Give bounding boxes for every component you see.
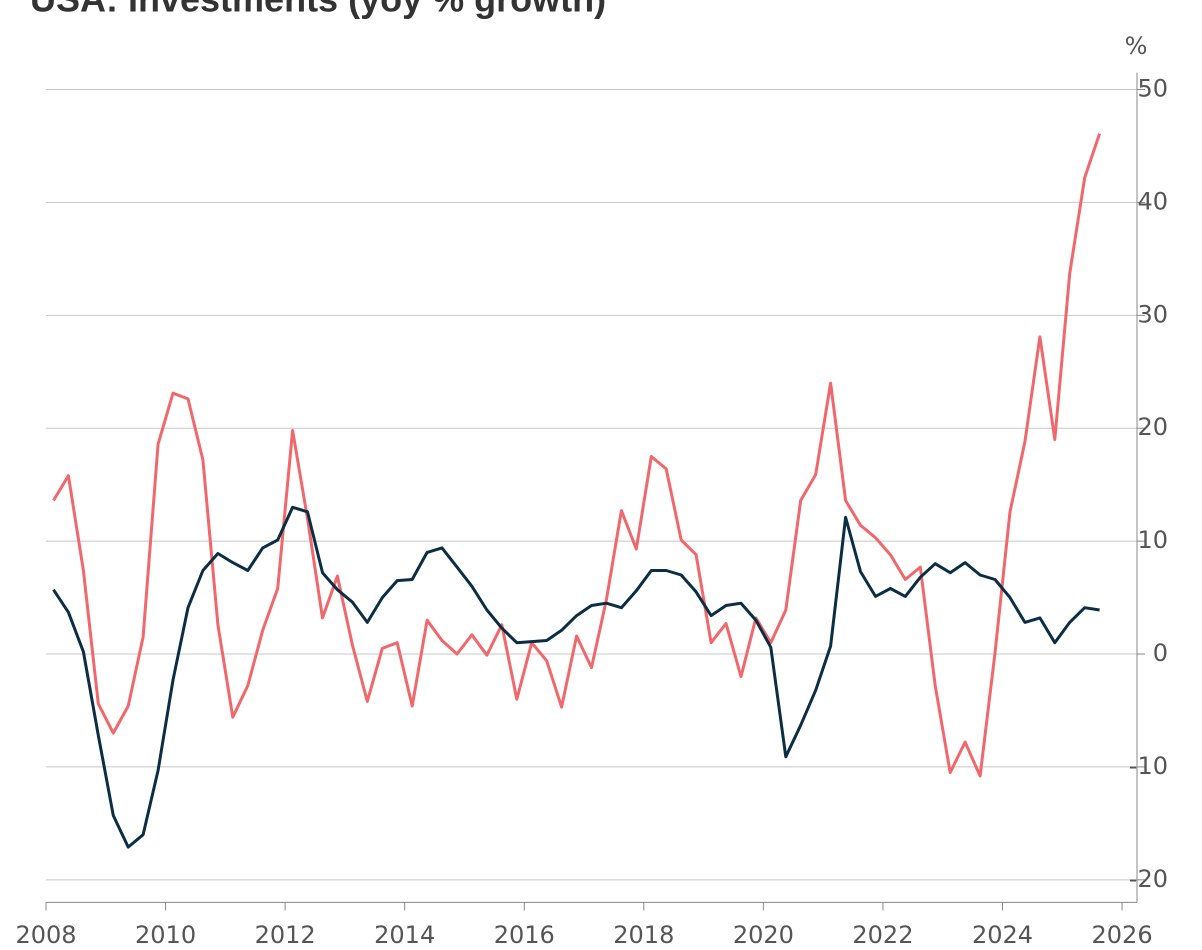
y-tick-label: -20	[1129, 865, 1168, 893]
y-tick-label: 40	[1137, 187, 1168, 215]
series-line	[52, 505, 1100, 849]
y-tick-label: 50	[1137, 75, 1168, 103]
x-tick-label: 2008	[15, 921, 76, 949]
y-tick-label: -10	[1129, 752, 1168, 780]
x-tick-label: 2012	[255, 921, 316, 949]
y-unit: %	[1125, 32, 1148, 60]
x-tick-label: 2010	[135, 921, 196, 949]
x-tick-label: 2014	[374, 921, 435, 949]
x-tick-label: 2018	[613, 921, 674, 949]
y-tick-label: 20	[1137, 413, 1168, 441]
series-line	[52, 133, 1102, 778]
y-tick-label: 10	[1137, 526, 1168, 554]
y-tick-label: 30	[1137, 300, 1168, 328]
x-tick-label: 2026	[1092, 921, 1153, 949]
y-tick-label: 0	[1153, 639, 1168, 667]
x-tick-label: 2022	[852, 921, 913, 949]
x-tick-label: 2020	[733, 921, 794, 949]
x-tick-label: 2016	[494, 921, 555, 949]
chart-title: USA: Investments (yoy % growth)	[30, 0, 606, 20]
x-tick-label: 2024	[972, 921, 1033, 949]
